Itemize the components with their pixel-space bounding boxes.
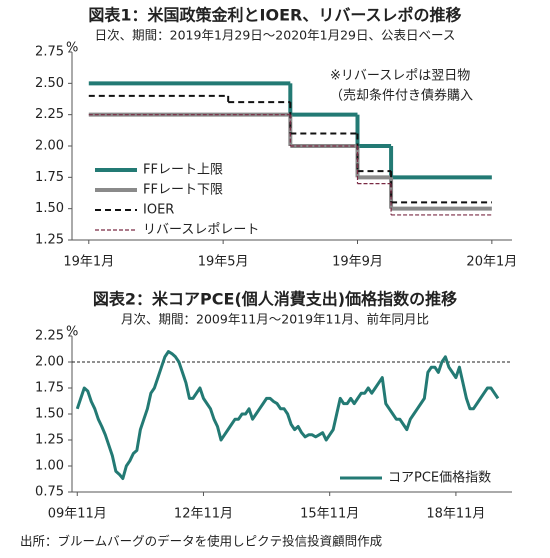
legend-label: リバースレポレート [143,223,259,238]
x-tick-label: 15年11月 [300,507,359,522]
x-tick-label: 09年11月 [48,507,107,522]
y-tick-label: 2.25 [35,329,64,344]
chart-title: 図表1：米国政策金利とIOER、リバースレポの推移 [88,6,461,25]
annotation: ※リバースレポは翌日物 [330,69,470,84]
chart-subtitle: 月次、期間：2009年11月～2019年11月、前年同月比 [121,312,429,327]
y-unit: % [66,41,78,56]
source-note: 出所：ブルームバーグのデータを使用しピクテ投信投資顧問作成 [20,534,382,549]
line [75,350,500,480]
y-tick-label: 1.75 [35,381,64,396]
y-tick-label: 2.00 [35,139,64,154]
chart-title: 図表2：米コアPCE(個人消費支出)価格指数の推移 [93,290,457,309]
x-tick-label: 19年1月 [63,255,114,270]
legend-label: IOER [143,203,174,218]
legend-label: FFレート下限 [143,183,223,198]
legend-label: コアPCE価格指数 [388,470,491,486]
y-tick-label: 2.25 [35,107,64,122]
y-tick-label: 1.25 [35,233,64,248]
y-tick-label: 1.50 [35,201,64,216]
y-tick-label: 1.00 [35,459,64,474]
y-tick-label: 0.75 [35,485,64,500]
y-tick-label: 1.25 [35,433,64,448]
y-tick-label: 1.75 [35,170,64,185]
x-tick-label: 12年11月 [174,507,233,522]
y-tick-label: 2.50 [35,76,64,91]
y-tick-label: 2.75 [35,45,64,60]
chart-subtitle: 日次、期間：2019年1月29日～2020年1月29日、公表日ベース [95,28,456,43]
y-tick-label: 2.00 [35,355,64,370]
y-unit: % [66,325,78,340]
annotation: （売却条件付き債券購入 [330,88,473,104]
legend-label: FFレート上限 [143,163,223,178]
x-tick-label: 18年11月 [426,507,485,522]
x-tick-label: 19年5月 [198,255,249,270]
y-tick-label: 1.50 [35,407,64,422]
x-tick-label: 20年1月 [466,255,517,270]
x-tick-label: 19年9月 [332,255,383,270]
